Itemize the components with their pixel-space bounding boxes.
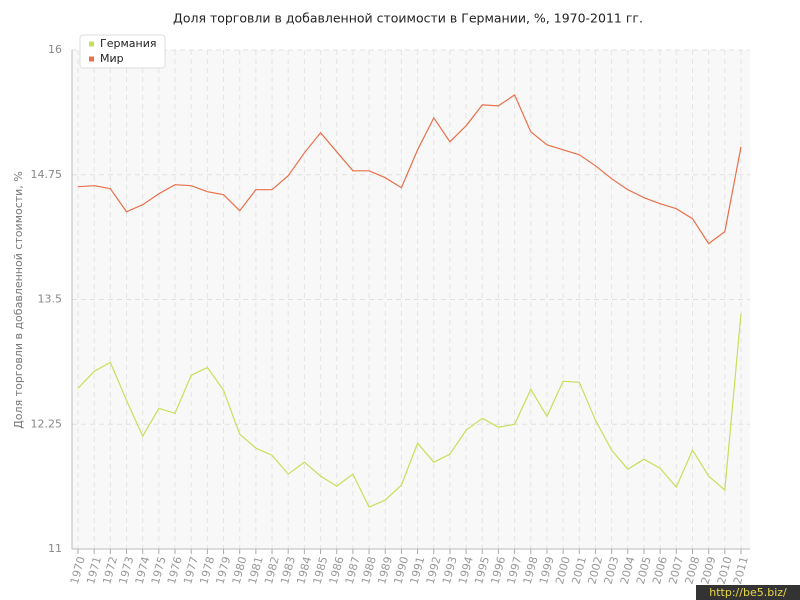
- watermark-background: [696, 585, 800, 600]
- y-tick-label: 12.25: [31, 417, 63, 430]
- series-line: [77, 93, 742, 245]
- y-tick-label: 13.5: [38, 293, 63, 306]
- y-tick-label: 16: [48, 43, 62, 56]
- legend-swatch: [89, 41, 94, 47]
- series-line: [77, 313, 742, 508]
- y-axis-title: Доля торговли в добавленной стоимости, %: [12, 171, 25, 429]
- y-tick-label: 14.75: [31, 168, 63, 181]
- chart-title: Доля торговли в добавленной стоимости в …: [173, 11, 643, 26]
- legend-box: [79, 34, 166, 69]
- legend-label: Германия: [100, 37, 156, 50]
- y-tick-label: 11: [48, 542, 62, 555]
- legend-label: Мир: [100, 52, 124, 65]
- watermark: http://be5.biz/: [709, 586, 787, 599]
- legend-swatch: [89, 56, 94, 62]
